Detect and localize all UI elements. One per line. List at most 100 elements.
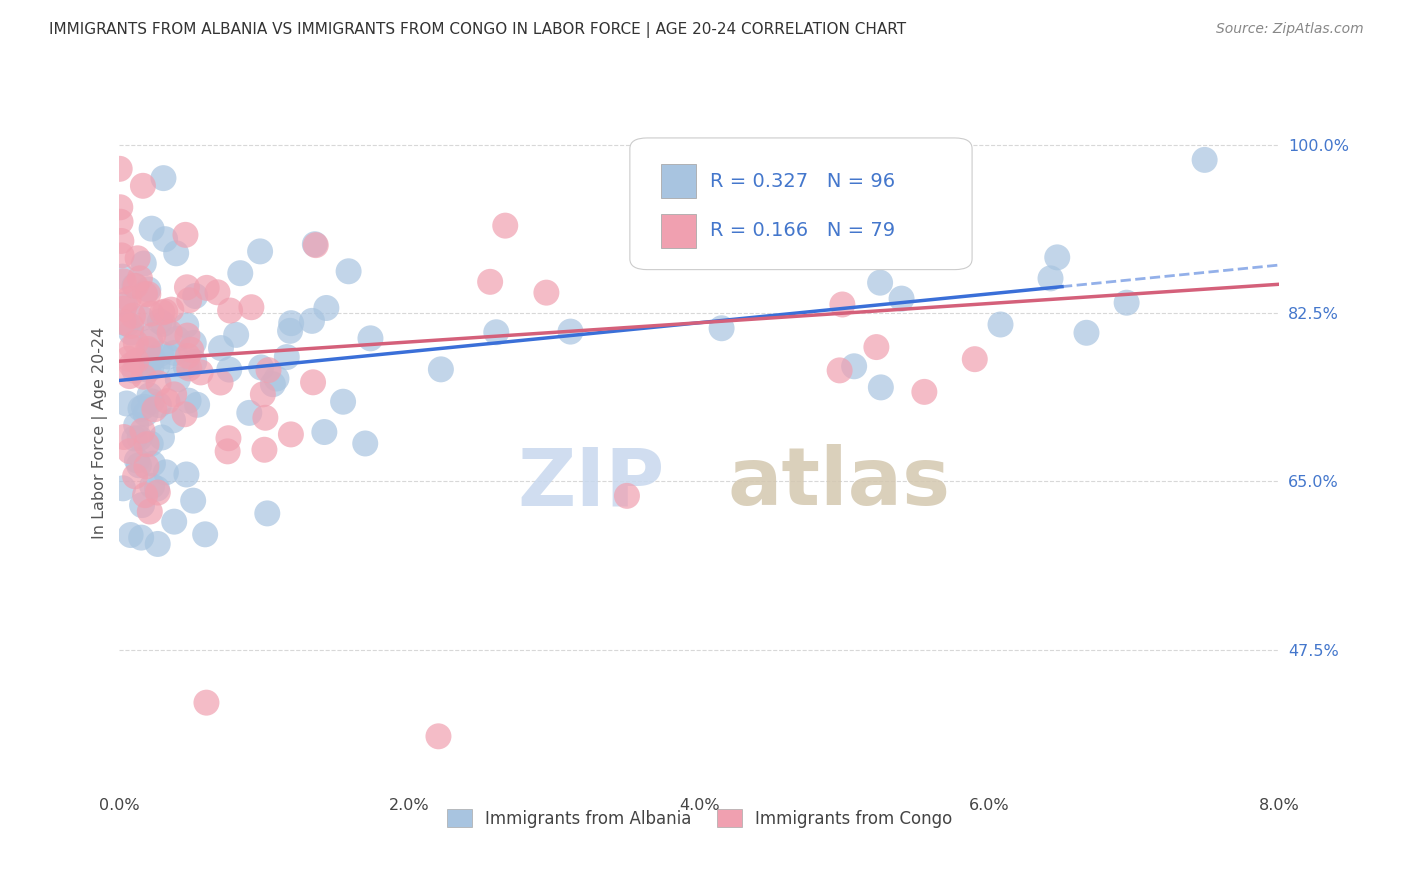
Point <box>828 363 851 377</box>
Point <box>120 528 142 542</box>
Point <box>141 479 163 493</box>
Point <box>115 396 138 410</box>
Point <box>165 246 187 260</box>
Point <box>176 280 198 294</box>
Point <box>124 364 146 378</box>
Point <box>136 342 159 356</box>
Point <box>207 285 229 300</box>
Point <box>136 282 159 296</box>
Point <box>128 458 150 473</box>
Point <box>1115 295 1137 310</box>
Point <box>186 398 208 412</box>
Point <box>174 227 197 242</box>
Point <box>152 171 174 186</box>
Point <box>111 481 134 495</box>
Point <box>166 372 188 386</box>
Point <box>174 318 197 333</box>
Point <box>125 418 148 433</box>
Point <box>354 436 377 450</box>
Point <box>179 293 201 308</box>
Point <box>157 350 180 364</box>
Point <box>132 256 155 270</box>
Point <box>153 304 176 318</box>
Point <box>125 354 148 368</box>
Point <box>163 387 186 401</box>
Point <box>129 401 152 416</box>
Point <box>112 275 135 289</box>
Point <box>710 321 733 335</box>
Point <box>831 297 853 311</box>
Point <box>152 317 174 331</box>
Point <box>134 407 156 421</box>
Point <box>427 729 450 743</box>
Point <box>125 453 148 467</box>
Point <box>536 285 558 300</box>
Point <box>120 358 142 372</box>
Point <box>153 232 176 246</box>
Point <box>301 314 323 328</box>
Point <box>141 221 163 235</box>
Point <box>280 427 302 442</box>
Point <box>183 355 205 369</box>
Point <box>163 346 186 360</box>
Point <box>110 200 132 214</box>
Point <box>217 431 239 445</box>
Point <box>156 394 179 409</box>
Point <box>160 302 183 317</box>
Point <box>176 328 198 343</box>
Point <box>138 344 160 359</box>
Point <box>494 219 516 233</box>
Point <box>869 380 891 394</box>
Point <box>141 306 163 320</box>
Point <box>117 351 139 366</box>
Point <box>146 482 169 496</box>
Point <box>138 363 160 377</box>
Point <box>195 696 218 710</box>
Point <box>252 387 274 401</box>
Point <box>173 407 195 421</box>
Point <box>139 437 162 451</box>
Point <box>229 266 252 280</box>
Text: atlas: atlas <box>727 444 950 522</box>
Point <box>148 376 170 391</box>
Point <box>148 398 170 412</box>
Point <box>183 335 205 350</box>
Point <box>305 238 328 252</box>
Point <box>218 362 240 376</box>
Point <box>142 457 165 471</box>
Point <box>166 332 188 346</box>
Point <box>118 444 141 458</box>
Point <box>174 359 197 374</box>
Point <box>110 248 132 262</box>
Point <box>110 234 132 248</box>
Point <box>280 316 302 330</box>
Point <box>179 361 201 376</box>
Point <box>146 537 169 551</box>
Point <box>150 305 173 319</box>
Point <box>560 325 582 339</box>
Point <box>276 350 298 364</box>
Point <box>114 297 136 311</box>
Point <box>118 369 141 384</box>
Text: IMMIGRANTS FROM ALBANIA VS IMMIGRANTS FROM CONGO IN LABOR FORCE | AGE 20-24 CORR: IMMIGRANTS FROM ALBANIA VS IMMIGRANTS FR… <box>49 22 907 38</box>
Point <box>1039 271 1062 285</box>
Point <box>912 384 935 399</box>
Point <box>314 425 336 439</box>
Point <box>209 376 232 390</box>
Point <box>146 359 169 373</box>
Point <box>162 413 184 427</box>
Point <box>278 324 301 338</box>
Point <box>120 318 142 333</box>
Point <box>124 469 146 483</box>
Point <box>143 402 166 417</box>
Point <box>120 326 142 340</box>
Point <box>155 466 177 480</box>
Point <box>359 331 381 345</box>
Point <box>842 359 865 374</box>
Point <box>112 430 135 444</box>
Point <box>1046 251 1069 265</box>
Point <box>266 371 288 385</box>
Text: Source: ZipAtlas.com: Source: ZipAtlas.com <box>1216 22 1364 37</box>
Point <box>430 362 453 376</box>
FancyBboxPatch shape <box>661 214 696 248</box>
